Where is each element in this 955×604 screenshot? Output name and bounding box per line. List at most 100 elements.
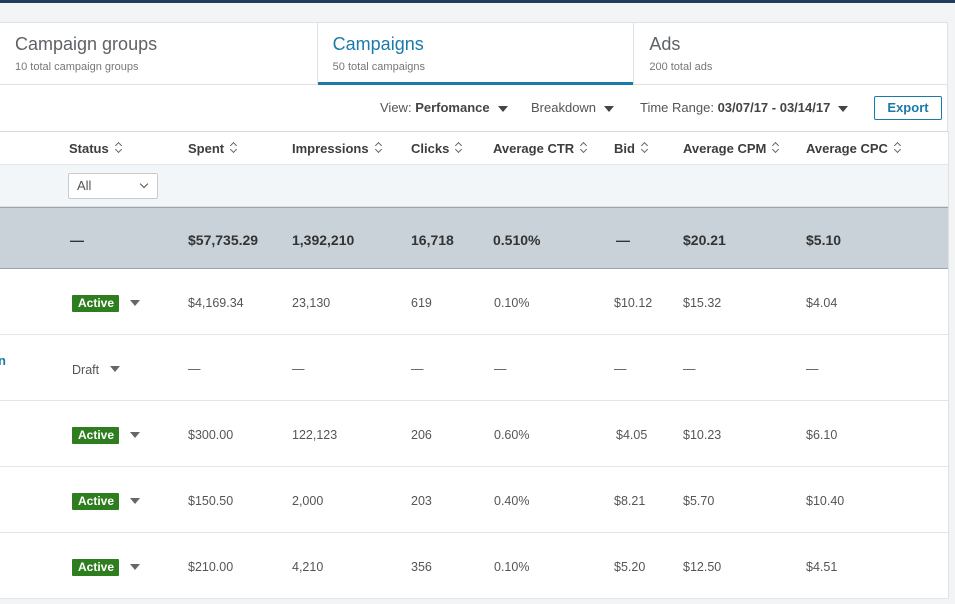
cell-ctr: 0.10% (494, 560, 530, 574)
cell-cpc: $10.40 (806, 494, 845, 508)
status-badge[interactable]: Active (72, 493, 120, 510)
cell-clicks: 356 (411, 560, 432, 574)
sort-icon (580, 142, 588, 154)
tab-subtitle: 50 total campaigns (332, 61, 426, 73)
column-label: Status (69, 141, 109, 156)
cell-bid: $5.20 (614, 560, 646, 574)
sort-icon (641, 142, 649, 154)
cell-clicks: 206 (411, 428, 432, 442)
total-spent: $57,735.29 (188, 232, 259, 248)
cell-cpc: $4.04 (806, 296, 838, 310)
cell-ctr: 0.10% (494, 296, 530, 310)
export-button[interactable]: Export (874, 96, 942, 120)
column-header-clicks[interactable]: Clicks (411, 141, 463, 156)
top-accent-bar (0, 0, 955, 3)
time-range-value: 03/07/17 - 03/14/17 (717, 100, 831, 115)
status-label[interactable]: Draft (72, 363, 100, 377)
cell-impressions: 2,000 (292, 494, 324, 508)
column-header-impressions[interactable]: Impressions (292, 141, 383, 156)
cell-spent: $300.00 (188, 428, 234, 442)
cell-cpm: $5.70 (683, 494, 715, 508)
time-range-dropdown[interactable]: Time Range: 03/07/17 - 03/14/17 (640, 100, 849, 115)
total-clicks: 16,718 (411, 232, 454, 248)
column-header-status[interactable]: Status (69, 141, 123, 156)
caret-down-icon[interactable] (130, 498, 140, 504)
cell-spent: $4,169.34 (188, 296, 244, 310)
sort-icon (230, 142, 238, 154)
cell-cpc: $6.10 (806, 428, 838, 442)
cell-bid: $4.05 (616, 428, 648, 442)
column-label: Bid (614, 141, 635, 156)
caret-down-icon (497, 105, 508, 112)
column-label: Spent (188, 141, 225, 156)
cell-cpc: — (806, 362, 819, 376)
sort-icon (772, 142, 780, 154)
table-row[interactable]: n Draft — — — — — — — (0, 335, 948, 401)
tab-ads[interactable]: Ads 200 total ads (633, 23, 947, 84)
column-label: Impressions (292, 141, 369, 156)
cell-cpm: $10.23 (683, 428, 722, 442)
caret-down-icon[interactable] (130, 564, 140, 570)
cell-clicks: 619 (411, 296, 432, 310)
tab-title: Campaigns (332, 34, 424, 54)
cell-bid: — (614, 362, 627, 376)
table-row[interactable]: Active $210.00 4,210 356 0.10% $5.20 $12… (0, 533, 948, 599)
table-row[interactable]: Active $4,169.34 23,130 619 0.10% $10.12… (0, 269, 948, 335)
cell-clicks: — (411, 362, 424, 376)
status-badge[interactable]: Active (72, 559, 120, 576)
column-header-average-cpm[interactable]: Average CPM (683, 141, 780, 156)
column-label: Average CTR (493, 141, 575, 156)
time-range-label: Time Range: (640, 100, 714, 115)
table-row[interactable]: Active $150.50 2,000 203 0.40% $8.21 $5.… (0, 467, 948, 533)
breakdown-label: Breakdown (531, 100, 597, 115)
cell-impressions: 4,210 (292, 560, 324, 574)
cell-cpm: $15.32 (683, 296, 722, 310)
cell-cpc: $4.51 (806, 560, 838, 574)
caret-down-icon[interactable] (130, 300, 140, 306)
total-status: — (70, 232, 84, 248)
cell-ctr: 0.60% (494, 428, 530, 442)
caret-down-icon[interactable] (110, 366, 120, 372)
column-header-spent[interactable]: Spent (188, 141, 238, 156)
column-label: Average CPM (683, 141, 767, 156)
tab-campaigns[interactable]: Campaigns 50 total campaigns (316, 23, 634, 85)
view-value: Perfomance (415, 100, 490, 115)
caret-down-icon[interactable] (130, 432, 140, 438)
table-header: Status Spent Impressions Clicks Average … (0, 131, 948, 165)
total-impressions: 1,392,210 (292, 232, 355, 248)
entity-tabs: Campaign groups 10 total campaign groups… (0, 22, 948, 85)
caret-down-icon (838, 105, 849, 112)
breakdown-dropdown[interactable]: Breakdown (531, 100, 615, 115)
status-filter-value: All (77, 178, 92, 193)
column-header-average-cpc[interactable]: Average CPC (806, 141, 902, 156)
totals-row: — $57,735.29 1,392,210 16,718 0.510% — $… (0, 207, 948, 269)
cell-bid: $8.21 (614, 494, 646, 508)
tab-title: Campaign groups (15, 34, 158, 54)
column-label: Clicks (411, 141, 450, 156)
cell-bid: $10.12 (614, 296, 653, 310)
campaigns-table: Status Spent Impressions Clicks Average … (0, 131, 949, 599)
total-ctr: 0.510% (493, 232, 541, 248)
campaign-name-link[interactable]: n (0, 353, 6, 368)
tab-campaign-groups[interactable]: Campaign groups 10 total campaign groups (0, 23, 317, 84)
tab-subtitle: 200 total ads (649, 61, 713, 73)
table-row[interactable]: Active $300.00 122,123 206 0.60% $4.05 $… (0, 401, 948, 467)
sort-icon (894, 142, 902, 154)
column-header-bid[interactable]: Bid (614, 141, 649, 156)
toolbar: View: Perfomance Breakdown Time Range: 0… (0, 85, 948, 131)
view-dropdown[interactable]: View: Perfomance (380, 100, 508, 115)
total-cpc: $5.10 (806, 232, 842, 248)
status-filter-select[interactable]: All (68, 173, 158, 199)
tab-title: Ads (649, 34, 681, 54)
filter-row: All (0, 165, 948, 207)
cell-cpm: — (683, 362, 696, 376)
status-badge[interactable]: Active (72, 295, 120, 312)
sort-icon (115, 142, 123, 154)
cell-spent: $210.00 (188, 560, 234, 574)
status-badge[interactable]: Active (72, 427, 120, 444)
tab-subtitle: 10 total campaign groups (15, 61, 139, 73)
caret-down-icon (604, 105, 615, 112)
column-header-average-ctr[interactable]: Average CTR (493, 141, 588, 156)
cell-spent: — (188, 362, 201, 376)
cell-cpm: $12.50 (683, 560, 722, 574)
